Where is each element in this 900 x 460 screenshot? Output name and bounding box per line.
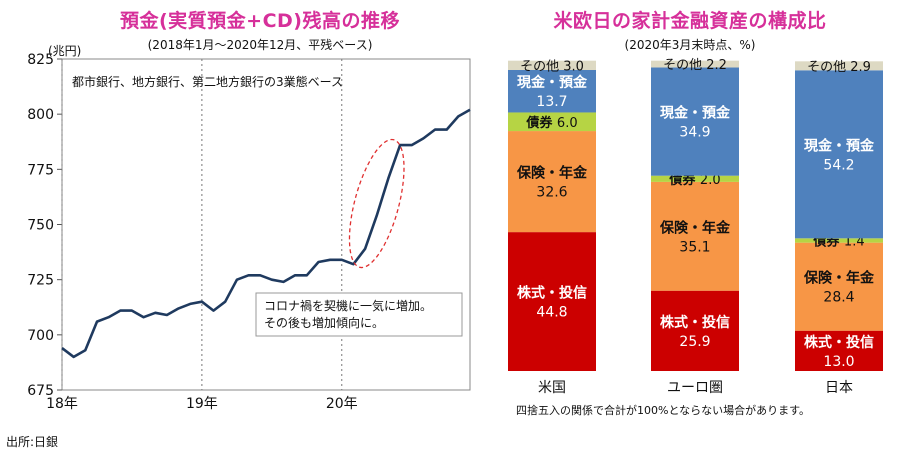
y-tick-label: 675 <box>27 383 54 399</box>
bar-segment-value: 6.0 <box>557 116 578 131</box>
y-tick-label: 825 <box>27 52 54 68</box>
bar-segment <box>795 70 883 239</box>
bar-segment-value: 54.2 <box>823 157 854 173</box>
bar-segment-label: 保険・年金 <box>659 219 731 236</box>
left-chart-title: 預金(実質預金+CD)残高の推移 <box>119 10 400 32</box>
y-tick-label: 700 <box>27 328 54 344</box>
plot-frame <box>61 58 471 391</box>
bar-segment <box>508 232 596 371</box>
bar-segment-value: 13.0 <box>823 354 854 370</box>
bar-segment-value: 32.6 <box>536 185 567 201</box>
bar-segment-name: 債券 <box>668 172 700 188</box>
bar-segment-label: 現金・預金 <box>804 137 875 154</box>
rounding-footnote: 四捨五入の関係で合計が100%とならない場合があります。 <box>516 404 811 417</box>
bar-segment-label: その他 2.2 <box>663 58 727 73</box>
annotation-banks: 都市銀行、地方銀行、第二地方銀行の3業態ベース <box>72 74 343 89</box>
y-tick-label: 800 <box>27 107 54 123</box>
bar-segment-label: 株式・投信 <box>517 285 587 302</box>
bar-segment <box>795 330 883 371</box>
bar-segment-label: 保険・年金 <box>516 165 588 182</box>
bar-segment-name: その他 <box>807 60 850 75</box>
left-chart-subtitle: (2018年1月～2020年12月、平残ベース) <box>147 38 373 52</box>
x-tick-label: 19年 <box>186 396 218 412</box>
bar-segment <box>795 242 883 331</box>
bar-segment-label: その他 3.0 <box>520 59 584 74</box>
bar-segment-value: 35.1 <box>679 239 710 255</box>
bar-segment-value: 13.7 <box>536 94 567 110</box>
bar-segment-label: 現金・預金 <box>517 74 588 91</box>
x-tick-label: 20年 <box>326 396 358 412</box>
bar-segment-name: その他 <box>520 59 563 74</box>
y-axis-unit: (兆円) <box>48 44 81 58</box>
deposit-balance-line <box>61 108 471 359</box>
bar-segment <box>795 238 883 243</box>
bar-segment <box>651 290 739 371</box>
bar-segment-value: 2.2 <box>706 58 727 73</box>
bar-segment-label: 債券 2.0 <box>668 172 720 188</box>
bar-segment <box>651 181 739 291</box>
y-tick-label: 725 <box>27 273 54 289</box>
bar-segment-label: 株式・投信 <box>804 334 874 351</box>
bar-segment <box>508 112 596 132</box>
bar-segment-name: 債券 <box>525 115 557 131</box>
bar-segment-label: 債券 6.0 <box>525 115 577 131</box>
bar-segment <box>508 69 596 113</box>
bar-segment <box>508 60 596 70</box>
bar-segment-value: 34.9 <box>679 125 710 141</box>
bar-segment-value: 28.4 <box>823 290 854 306</box>
bar-segment-value: 25.9 <box>679 334 710 350</box>
bar-segment <box>651 67 739 176</box>
y-tick-label: 750 <box>27 218 54 234</box>
bar-segment-value: 2.0 <box>700 173 721 188</box>
bar-segment-label: 株式・投信 <box>660 314 730 331</box>
bar-segment-label: その他 2.9 <box>807 60 871 75</box>
surge-highlight-ellipse <box>348 138 405 269</box>
bar-segment-value: 3.0 <box>563 59 584 74</box>
bar-segment-value: 2.9 <box>850 60 871 75</box>
bar-segment-label: 現金・預金 <box>660 105 731 122</box>
right-chart-title: 米欧日の家計金融資産の構成比 <box>553 10 827 32</box>
bar-segment <box>651 60 739 68</box>
annotation-box-line: その後も増加傾向に。 <box>264 315 384 330</box>
bar-category-label: 米国 <box>538 380 566 396</box>
bar-category-label: 日本 <box>825 380 853 396</box>
bar-segment-label: 保険・年金 <box>803 270 875 287</box>
bar-segment-name: その他 <box>663 58 706 73</box>
right-chart-subtitle: (2020年3月末時点、%) <box>624 38 756 52</box>
bar-segment <box>651 175 739 182</box>
source-note: 出所:日銀 <box>6 435 59 449</box>
bar-segment <box>795 61 883 71</box>
bar-segment <box>508 131 596 233</box>
y-tick-label: 775 <box>27 162 54 178</box>
bar-category-label: ユーロ圏 <box>667 380 723 396</box>
annotation-box <box>255 292 463 337</box>
annotation-box-line: コロナ禍を契機に一気に増加。 <box>264 298 432 313</box>
bar-segment-value: 44.8 <box>536 305 567 321</box>
x-tick-label: 18年 <box>46 396 78 412</box>
